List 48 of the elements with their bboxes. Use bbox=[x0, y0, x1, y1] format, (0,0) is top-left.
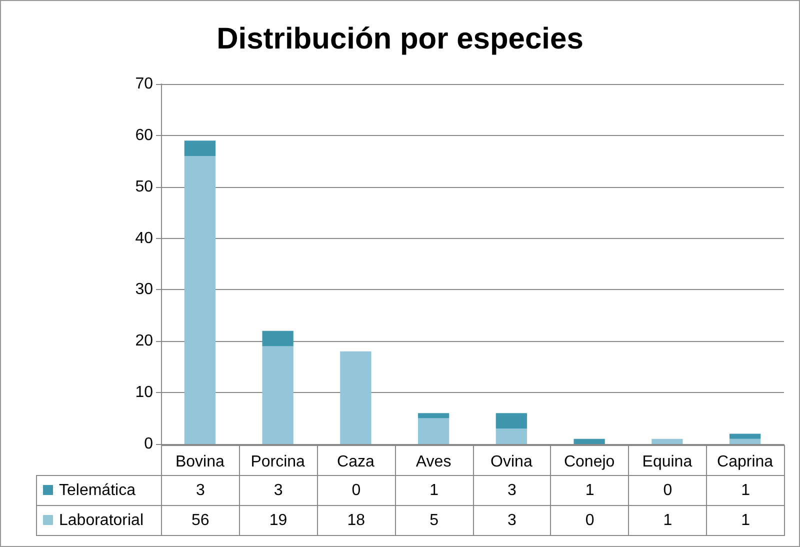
data-label: 5 bbox=[395, 506, 473, 536]
y-tick-label: 20 bbox=[135, 332, 154, 350]
data-label: 19 bbox=[239, 506, 318, 536]
y-tick-label: 60 bbox=[135, 126, 154, 144]
x-tick-label: Porcina bbox=[250, 454, 306, 470]
bar bbox=[184, 156, 216, 444]
bar bbox=[262, 346, 294, 444]
legend-label: Telemática bbox=[36, 476, 162, 506]
y-tick-label: 50 bbox=[135, 178, 154, 196]
y-tick-label: 30 bbox=[135, 281, 154, 298]
bar bbox=[184, 140, 216, 156]
y-tick-label: 40 bbox=[135, 230, 154, 247]
bar bbox=[729, 438, 761, 444]
data-label: 1 bbox=[706, 476, 784, 506]
y-tick-label: 70 bbox=[135, 76, 154, 92]
data-label: 1 bbox=[550, 476, 629, 506]
bar bbox=[418, 413, 450, 418]
data-label: 56 bbox=[162, 506, 240, 536]
bar bbox=[262, 330, 294, 346]
data-label: 18 bbox=[317, 506, 396, 536]
data-label: 3 bbox=[473, 476, 551, 506]
x-tick-label: Ovina bbox=[490, 454, 532, 470]
data-label: 3 bbox=[473, 506, 551, 536]
bar bbox=[340, 351, 372, 444]
y-tick-label: 0 bbox=[144, 436, 154, 452]
x-tick-label: Caprina bbox=[717, 454, 774, 470]
chart-title: Distribución por especies bbox=[216, 22, 584, 56]
bar bbox=[729, 434, 761, 439]
bar bbox=[652, 438, 683, 444]
data-label: 0 bbox=[317, 476, 396, 506]
data-label: 3 bbox=[162, 476, 240, 506]
data-label: 3 bbox=[239, 476, 318, 506]
x-tick-label: Conejo bbox=[564, 454, 615, 470]
x-tick-label: Equina bbox=[642, 454, 692, 470]
x-tick-label: Aves bbox=[416, 454, 452, 470]
bar bbox=[496, 428, 528, 444]
data-label: 1 bbox=[706, 506, 784, 536]
y-tick-label: 10 bbox=[135, 384, 154, 402]
bar bbox=[418, 418, 450, 444]
bar bbox=[496, 413, 528, 429]
bar bbox=[574, 438, 605, 444]
x-tick-label: Caza bbox=[337, 454, 374, 470]
data-label: 1 bbox=[395, 476, 473, 506]
data-label: 0 bbox=[628, 476, 707, 506]
data-label: 0 bbox=[550, 506, 629, 536]
x-tick-label: Bovina bbox=[175, 454, 224, 470]
data-label: 1 bbox=[628, 506, 707, 536]
legend-label: Laboratorial bbox=[36, 506, 162, 536]
